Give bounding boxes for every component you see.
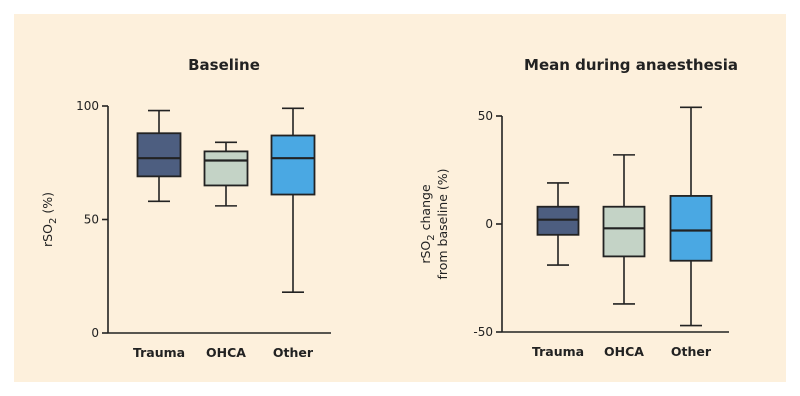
y-tick-label: 0	[485, 217, 493, 231]
y-tick-label: 0	[91, 326, 99, 340]
y-tick-label: 100	[76, 99, 99, 113]
y-axis-label: rSO2 change	[418, 184, 437, 264]
box-trauma	[136, 132, 182, 178]
x-tick-label-ohca: OHCA	[604, 344, 644, 359]
box-other	[669, 195, 713, 262]
box-ohca	[203, 150, 249, 187]
y-tick-label: -50	[473, 325, 493, 339]
x-tick-label-ohca: OHCA	[206, 345, 246, 360]
box-other	[270, 134, 316, 196]
chart-title: Mean during anaesthesia	[524, 56, 738, 74]
box-ohca	[602, 205, 646, 258]
y-tick-label: 50	[84, 213, 99, 227]
chart-panel: Baseline 0 50 100 rSO2 (%) Trauma OHCA Other Me…	[14, 14, 786, 382]
x-tick-label-trauma: Trauma	[133, 345, 185, 360]
chart-title: Baseline	[188, 56, 260, 74]
y-axis-label: rSO2 (%)	[40, 192, 59, 247]
anaesthesia-chart: Mean during anaesthesia -50 0 50 rSO2 change…	[418, 56, 738, 359]
x-tick-label-trauma: Trauma	[532, 344, 584, 359]
x-tick-label-other: Other	[671, 344, 712, 359]
x-tick-label-other: Other	[273, 345, 314, 360]
baseline-chart: Baseline 0 50 100 rSO2 (%) Trauma OHCA Other	[40, 56, 331, 360]
y-axis-label-line2: from baseline (%)	[435, 168, 450, 279]
y-tick-label: 50	[478, 109, 493, 123]
